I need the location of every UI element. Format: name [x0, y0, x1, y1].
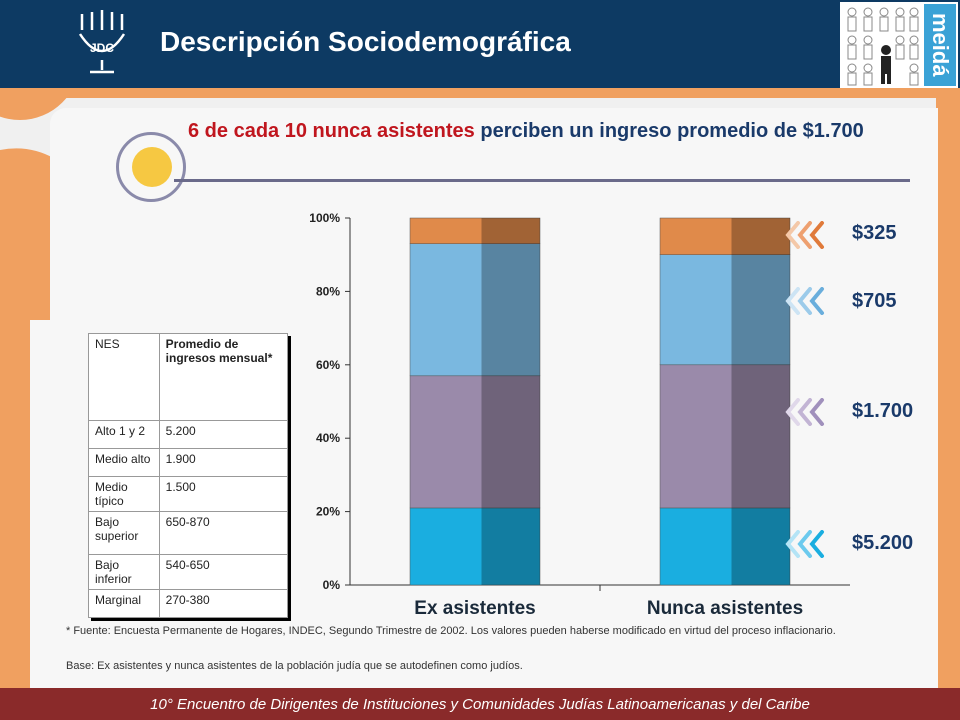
bar-segment: [659, 217, 791, 255]
table-cell-income: 270-380: [158, 589, 289, 618]
base-note: Base: Ex asistentes y nunca asistentes d…: [66, 660, 523, 672]
people-grid-icon: [847, 7, 919, 86]
meida-brand-word: meidá: [924, 4, 956, 86]
price-label: $1.700: [852, 400, 914, 422]
table-cell-level: Marginal: [88, 589, 160, 618]
bar-segment: [409, 375, 541, 509]
price-label: $705: [852, 290, 897, 312]
table-cell-level: Medio alto: [88, 448, 160, 477]
table-cell-level: Alto 1 y 2: [88, 420, 160, 449]
table-row: Medio típico 1.500: [88, 476, 289, 512]
headline: 6 de cada 10 nunca asistentes perciben u…: [188, 118, 908, 144]
bar-shading: [731, 218, 790, 585]
bar-segment: [659, 254, 791, 366]
meida-logo: meidá: [840, 2, 958, 88]
chevrons-left-icon: [785, 221, 824, 249]
y-tick-label: 20%: [316, 505, 340, 519]
table-row: Alto 1 y 2 5.200: [88, 420, 289, 449]
right-accent-strip: [936, 98, 960, 688]
header-bar: [0, 0, 960, 90]
bar-segment: [659, 507, 791, 586]
yellow-dot-icon: [132, 147, 172, 187]
bar-shading: [481, 218, 540, 585]
chevrons-left-icon: [785, 530, 824, 558]
table-cell-level: Bajo inferior: [88, 554, 160, 590]
table-cell-income: 1.500: [158, 476, 289, 512]
table-cell-income: 5.200: [158, 420, 289, 449]
header-accent-stripe: [0, 88, 960, 98]
jdc-logo-icon: JDC: [78, 10, 126, 74]
y-tick-label: 80%: [316, 284, 340, 298]
y-tick-label: 40%: [316, 431, 340, 445]
chevrons-left-icon: [785, 287, 824, 315]
page-title: Descripción Sociodemográfica: [160, 26, 571, 57]
bar-segment: [659, 364, 791, 509]
price-label: $325: [852, 222, 897, 244]
footer-bar: [0, 688, 960, 720]
table-cell-level: Medio típico: [88, 476, 160, 512]
x-category-label: Ex asistentes: [414, 598, 535, 619]
income-table: NES Promedio de ingresos mensual* Alto 1…: [88, 333, 289, 618]
stacked-bar-chart: 0% 20% 40% 60% 80% 100% Ex asistentes Nunca asi…: [309, 211, 850, 619]
logo-text: JDC: [90, 41, 114, 55]
table-row: Marginal 270-380: [88, 589, 289, 618]
y-tick-label: 60%: [316, 358, 340, 372]
table-row: Bajo inferior 540-650: [88, 554, 289, 590]
price-label: $5.200: [852, 532, 914, 554]
table-cell-income: 540-650: [158, 554, 289, 590]
bar-segment: [409, 217, 541, 244]
table-header-income: Promedio de ingresos mensual*: [158, 333, 289, 421]
table-row: Bajo superior 650-870: [88, 511, 289, 555]
x-category-label: Nunca asistentes: [647, 598, 803, 619]
table-cell-level: Bajo superior: [88, 511, 160, 555]
table-header-nes: NES: [88, 333, 160, 421]
bar-segment: [409, 243, 541, 377]
footer-text: 10° Encuentro de Dirigentes de Instituci…: [150, 696, 810, 713]
y-tick-label: 0%: [323, 578, 341, 592]
table-cell-income: 1.900: [158, 448, 289, 477]
chevrons-left-icon: [785, 398, 824, 426]
table-cell-income: 650-870: [158, 511, 289, 555]
y-tick-label: 100%: [309, 211, 340, 225]
footnote: * Fuente: Encuesta Permanente de Hogares…: [66, 625, 836, 637]
headline-underline: [174, 179, 910, 182]
bar-segment: [409, 507, 541, 586]
headline-highlight: 6 de cada 10 nunca asistentes: [188, 120, 475, 142]
headline-rest: perciben un ingreso promedio de $1.700: [474, 120, 864, 142]
table-row: Medio alto 1.900: [88, 448, 289, 477]
